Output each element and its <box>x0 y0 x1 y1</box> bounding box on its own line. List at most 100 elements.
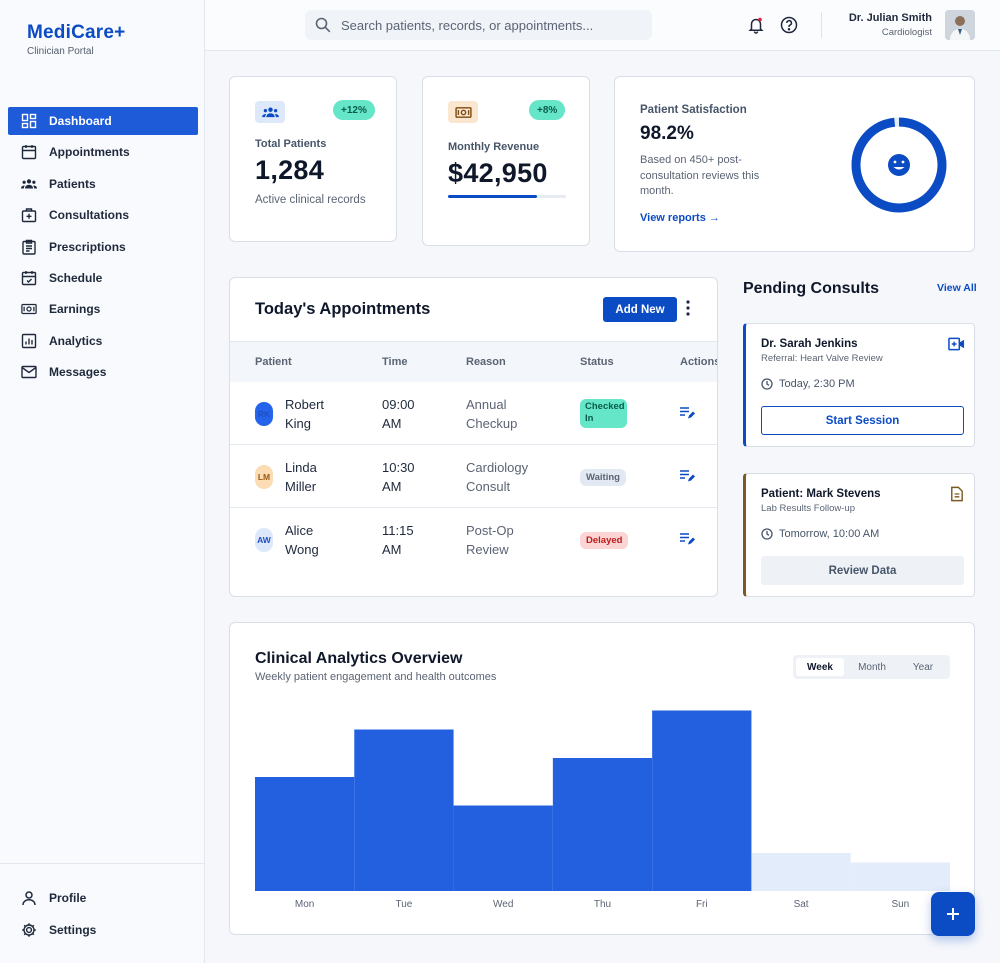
sidebar-item-label: Earnings <box>49 302 101 317</box>
total-patients-card: +12% Total Patients 1,284 Active clinica… <box>229 76 397 242</box>
search-input[interactable] <box>341 17 631 33</box>
analytics-title: Clinical Analytics Overview <box>255 650 463 667</box>
stat-label: Total Patients <box>255 138 327 150</box>
sidebar-item-label: Prescriptions <box>49 239 126 254</box>
video-call-icon[interactable] <box>948 336 965 352</box>
more-options-icon[interactable] <box>683 299 693 317</box>
status-badge: Checked In <box>580 399 627 428</box>
topbar: Dr. Julian Smith Cardiologist <box>205 0 1000 51</box>
column-header-status[interactable]: Status <box>580 356 614 368</box>
patient-satisfaction-card: Patient Satisfaction 98.2% Based on 450+… <box>614 76 975 252</box>
sidebar-item-appointments[interactable]: Appointments <box>8 138 198 166</box>
appointments-title: Today's Appointments <box>255 300 431 318</box>
cash-icon <box>20 301 37 318</box>
sidebar-item-settings[interactable]: Settings <box>8 916 198 944</box>
document-icon[interactable] <box>948 486 965 502</box>
appointment-time: 09:00 AM <box>382 397 415 431</box>
add-fab-button[interactable] <box>931 892 975 936</box>
users-icon <box>20 175 37 192</box>
help-icon[interactable] <box>780 16 798 34</box>
sidebar-item-label: Patients <box>49 176 96 191</box>
plus-icon <box>947 908 959 920</box>
column-header-time[interactable]: Time <box>382 356 408 368</box>
add-new-button[interactable]: Add New <box>603 297 677 322</box>
patients-stat-icon <box>255 101 285 123</box>
analytics-bar-chart: Mon Tue Wed Thu Fri Sat Sun <box>255 710 950 910</box>
brand[interactable]: MediCare+ Clinician Portal <box>27 22 125 57</box>
review-data-button[interactable]: Review Data <box>761 556 964 585</box>
table-row[interactable]: AW Alice Wong 11:15 AM Post-Op Review Delay… <box>230 508 717 571</box>
sidebar-item-messages[interactable]: Messages <box>8 358 198 386</box>
sidebar-footer: Profile Settings <box>0 863 205 948</box>
avatar[interactable] <box>945 10 975 40</box>
table-row[interactable]: RK Robert King 09:00 AM Annual Checkup Chec… <box>230 382 717 445</box>
sidebar-item-label: Messages <box>49 365 107 380</box>
sidebar-item-label: Analytics <box>49 333 103 348</box>
chart-tick-label: Fri <box>696 899 708 910</box>
chart-bar-mon[interactable] <box>255 777 355 891</box>
tab-year[interactable]: Year <box>912 661 934 673</box>
chart-bar-sun[interactable] <box>850 862 950 892</box>
analytics-subtitle: Weekly patient engagement and health out… <box>255 671 497 683</box>
edit-notes-icon[interactable] <box>679 469 695 483</box>
start-session-button[interactable]: Start Session <box>761 406 964 435</box>
sidebar-item-prescriptions[interactable]: Prescriptions <box>8 233 198 261</box>
sidebar-item-label: Profile <box>49 891 87 905</box>
column-header-patient[interactable]: Patient <box>255 356 292 368</box>
patients-growth-badge: +12% <box>333 100 375 120</box>
tab-week[interactable]: Week <box>796 658 844 676</box>
user-name[interactable]: Dr. Julian Smith <box>848 12 932 24</box>
edit-notes-icon[interactable] <box>679 406 695 420</box>
notification-bell-icon[interactable] <box>747 16 765 34</box>
medical-case-icon <box>20 207 37 224</box>
clock-icon <box>761 378 773 390</box>
sidebar-item-label: Appointments <box>49 145 130 160</box>
sidebar-item-dashboard[interactable]: Dashboard <box>8 107 198 135</box>
brand-subtitle: Clinician Portal <box>27 46 94 57</box>
brand-name: MediCare+ <box>27 22 126 43</box>
chart-bar-sat[interactable] <box>751 853 851 891</box>
chart-bar-thu[interactable] <box>552 758 653 891</box>
sidebar-item-patients[interactable]: Patients <box>8 170 198 198</box>
revenue-progress-fill <box>448 195 537 198</box>
sidebar-item-consultations[interactable]: Consultations <box>8 201 198 229</box>
patient-avatar: LM <box>255 465 273 489</box>
clock-icon <box>761 528 773 540</box>
view-all-link[interactable]: View All <box>937 282 977 294</box>
edit-notes-icon[interactable] <box>679 532 695 546</box>
clipboard-icon <box>20 238 37 255</box>
stat-label: Monthly Revenue <box>448 141 540 153</box>
todays-appointments-card: Today's Appointments Add New Patient Tim… <box>229 277 718 597</box>
stat-value: 1,284 <box>255 155 325 185</box>
revenue-growth-badge: +8% <box>529 100 566 120</box>
gear-icon <box>20 922 37 939</box>
person-icon <box>20 890 37 907</box>
sidebar-item-analytics[interactable]: Analytics <box>8 327 198 355</box>
chart-bar-wed[interactable] <box>453 805 553 892</box>
appointment-time: 11:15 AM <box>382 523 414 557</box>
column-header-reason[interactable]: Reason <box>466 356 506 368</box>
consult-card: Patient: Mark Stevens Lab Results Follow… <box>743 473 975 597</box>
tab-month[interactable]: Month <box>858 661 886 673</box>
stat-note: Active clinical records <box>255 194 366 206</box>
revenue-progress-bar <box>448 195 566 198</box>
sidebar-item-label: Schedule <box>49 270 103 285</box>
table-row[interactable]: LM Linda Miller 10:30 AM Cardiology Consult… <box>230 445 717 508</box>
view-reports-link[interactable]: View reports → <box>640 212 720 224</box>
smile-icon <box>888 154 910 176</box>
satisfaction-title: Patient Satisfaction <box>640 104 747 116</box>
sidebar-item-label: Consultations <box>49 208 129 223</box>
user-role: Cardiologist <box>881 27 932 38</box>
topbar-divider <box>821 12 822 38</box>
chart-bar-tue[interactable] <box>354 729 454 892</box>
sidebar-item-profile[interactable]: Profile <box>8 884 198 912</box>
cash-icon <box>448 101 478 123</box>
consult-name: Dr. Sarah Jenkins <box>761 338 858 350</box>
sidebar-item-schedule[interactable]: Schedule <box>8 264 198 292</box>
appointment-reason: Post-Op Review <box>466 523 514 557</box>
chart-bar-fri[interactable] <box>652 710 752 892</box>
chart-tick-label: Tue <box>395 899 412 910</box>
search-bar[interactable] <box>305 10 652 40</box>
patient-name: Robert King <box>285 397 325 431</box>
sidebar-item-earnings[interactable]: Earnings <box>8 295 198 323</box>
